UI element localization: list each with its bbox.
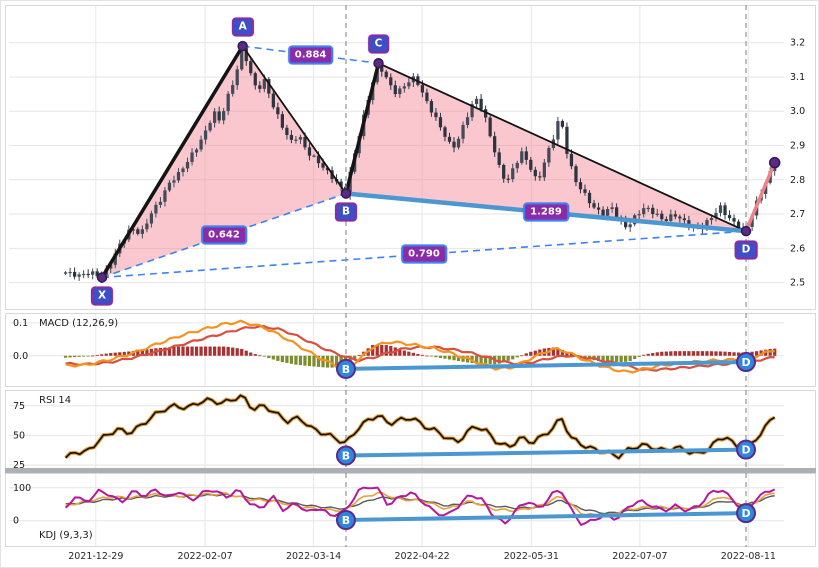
rsi-canvas[interactable]: 25 50 75 B D — [5, 390, 816, 470]
macd-bd-trendline[interactable] — [343, 360, 749, 371]
svg-text:B: B — [342, 450, 350, 463]
price-panel: 2.5 2.6 2.7 2.8 2.9 3.0 3.1 3.2 — [5, 5, 816, 310]
y-tick-label: 0.1 — [13, 318, 28, 329]
y-tick-label: 2.5 — [790, 278, 805, 289]
gridlines — [9, 390, 784, 470]
x-axis: 2021-12-29 2022-02-07 2022-03-14 2022-04-22… — [5, 551, 816, 567]
macd-histogram — [63, 344, 777, 368]
svg-text:D: D — [741, 507, 750, 520]
kdj-canvas[interactable]: 0 100 B D — [5, 473, 816, 547]
marker-rsi-D[interactable]: D — [736, 439, 757, 460]
x-tick-label: 2021-12-29 — [68, 551, 124, 562]
y-tick-label: 100 — [13, 483, 31, 494]
y-tick-label: 25 — [13, 460, 25, 470]
rsi-bd-trendline[interactable] — [343, 447, 749, 458]
price-chart-canvas[interactable]: 2.5 2.6 2.7 2.8 2.9 3.0 3.1 3.2 — [5, 5, 816, 310]
svg-text:D: D — [741, 444, 750, 457]
y-tick-label: 2.6 — [790, 243, 805, 254]
panel-border — [5, 313, 816, 387]
svg-text:D: D — [741, 356, 750, 369]
marker-kdj-B[interactable]: B — [335, 510, 356, 531]
panel-border — [5, 473, 816, 547]
y-tick-label: 2.8 — [790, 175, 805, 186]
y-tick-label: 2.7 — [790, 209, 805, 220]
marker-kdj-D[interactable]: D — [736, 503, 757, 524]
marker-rsi-B[interactable]: B — [335, 445, 356, 466]
gridlines — [9, 5, 784, 310]
tail-line — [744, 160, 777, 233]
y-tick-label: 3.2 — [790, 38, 805, 49]
kdj-panel: 0 100 B D KDJ (9,3,3) — [5, 473, 816, 547]
x-tick-label: 2022-07-07 — [612, 551, 668, 562]
kdj-j-line — [64, 486, 776, 526]
y-tick-label: 3.0 — [790, 106, 805, 117]
y-tick-label: 2.9 — [790, 141, 805, 152]
kdj-bd-trendline[interactable] — [343, 511, 749, 523]
macd-panel: 0.0 0.1 B D MACD (12,26,9) — [5, 313, 816, 387]
y-tick-label: 75 — [13, 401, 25, 412]
panel-border — [5, 390, 816, 470]
macd-dif-line — [65, 319, 775, 374]
y-tick-label: 0 — [13, 516, 19, 527]
x-tick-label: 2022-03-14 — [285, 551, 342, 562]
y-tick-label: 0.0 — [13, 351, 28, 362]
panel-border — [5, 5, 816, 310]
y-tick-label: 50 — [13, 430, 25, 441]
y-tick-label: 3.1 — [790, 72, 805, 83]
x-tick-label: 2022-08-11 — [720, 551, 776, 562]
marker-macd-B[interactable]: B — [335, 358, 356, 379]
rsi-panel: 25 50 75 B D RSI 14 — [5, 390, 816, 473]
pattern-edges[interactable] — [100, 44, 747, 280]
pattern-fill — [102, 46, 747, 278]
x-tick-label: 2022-02-07 — [177, 551, 233, 562]
svg-text:B: B — [342, 363, 350, 376]
marker-macd-D[interactable]: D — [736, 352, 757, 373]
x-tick-label: 2022-04-22 — [394, 551, 450, 562]
x-tick-label: 2022-05-31 — [503, 551, 559, 562]
macd-canvas[interactable]: 0.0 0.1 B D — [5, 313, 816, 387]
pattern-points[interactable] — [96, 40, 781, 283]
svg-text:B: B — [342, 514, 350, 527]
